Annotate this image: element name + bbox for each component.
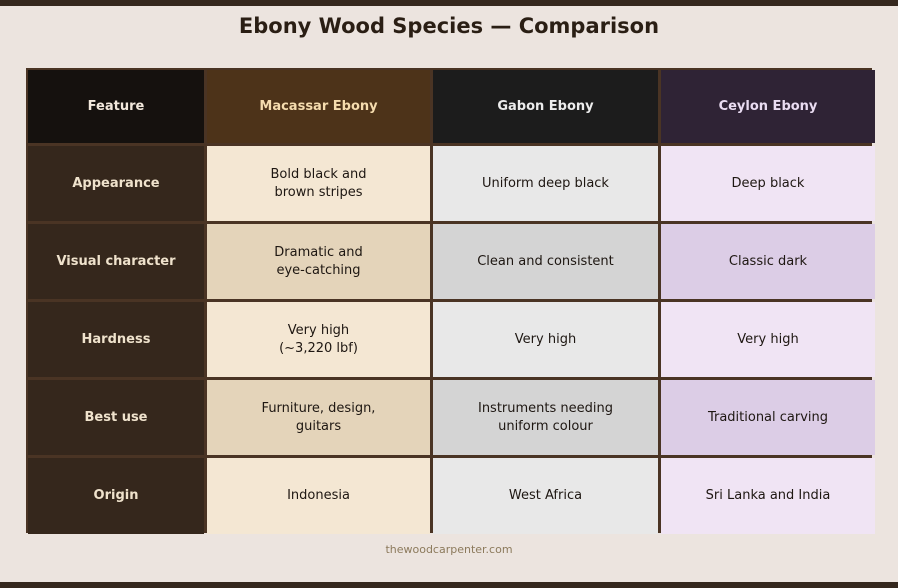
- header-feature: Feature: [28, 70, 204, 143]
- cell-macassar: Bold black and brown stripes: [207, 146, 430, 221]
- row-label: Best use: [28, 380, 204, 455]
- cell-macassar: Furniture, design, guitars: [207, 380, 430, 455]
- row-label: Appearance: [28, 146, 204, 221]
- cell-gabon: Instruments needing uniform colour: [433, 380, 658, 455]
- cell-ceylon: Deep black: [661, 146, 875, 221]
- cell-ceylon: Traditional carving: [661, 380, 875, 455]
- cell-ceylon: Sri Lanka and India: [661, 458, 875, 534]
- header-macassar: Macassar Ebony: [207, 70, 430, 143]
- bottom-bar: [0, 582, 898, 588]
- cell-macassar: Dramatic and eye-catching: [207, 224, 430, 299]
- cell-ceylon: Classic dark: [661, 224, 875, 299]
- cell-macassar: Very high (~3,220 lbf): [207, 302, 430, 377]
- header-ceylon: Ceylon Ebony: [661, 70, 875, 143]
- cell-ceylon: Very high: [661, 302, 875, 377]
- page-title: Ebony Wood Species — Comparison: [238, 14, 660, 38]
- row-label: Origin: [28, 458, 204, 534]
- row-label: Hardness: [28, 302, 204, 377]
- top-bar: [0, 0, 898, 6]
- cell-gabon: Clean and consistent: [433, 224, 658, 299]
- row-label: Visual character: [28, 224, 204, 299]
- comparison-table: Feature Macassar Ebony Gabon Ebony Ceylo…: [26, 68, 875, 534]
- cell-gabon: Very high: [433, 302, 658, 377]
- source-credit: thewoodcarpenter.com: [385, 543, 513, 556]
- cell-gabon: West Africa: [433, 458, 658, 534]
- header-gabon: Gabon Ebony: [433, 70, 658, 143]
- cell-macassar: Indonesia: [207, 458, 430, 534]
- cell-gabon: Uniform deep black: [433, 146, 658, 221]
